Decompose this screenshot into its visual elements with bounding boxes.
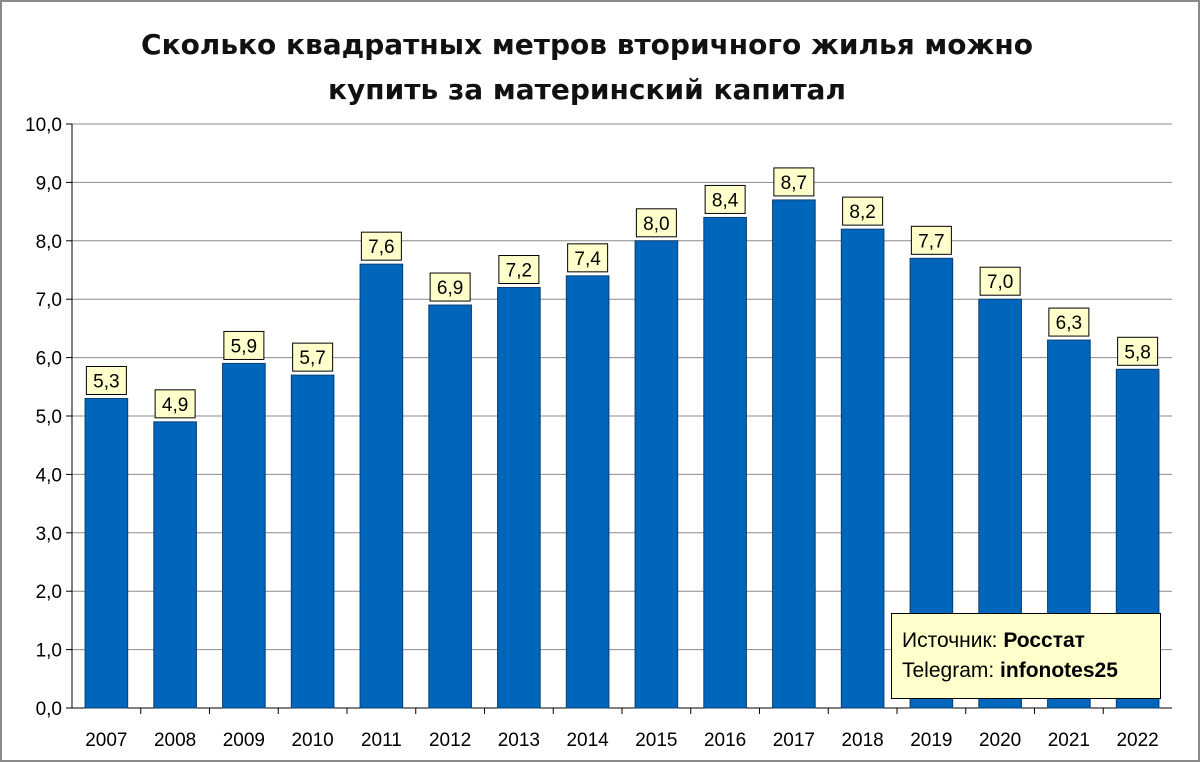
bar [565,275,610,709]
x-tick-label: 2018 [841,730,883,751]
chart-title-line-2: купить за материнский капитал [328,73,846,106]
axes: 0,0 1,0 2,0 3,0 4,0 5,0 6,0 7,0 8,0 9,0 10,0 2007 20… [25,115,1172,751]
x-tick-label: 2009 [223,730,265,751]
data-label: 7,0 [987,272,1013,293]
x-tick-label: 2016 [704,730,746,751]
data-label-box [429,272,471,302]
bar [222,362,266,709]
y-tick-label: 7,0 [36,290,62,311]
data-label: 7,7 [918,231,944,252]
x-tick-label: 2007 [85,730,127,751]
bar [290,374,335,709]
data-label-box [1117,336,1159,366]
x-tick-label: 2020 [979,730,1021,751]
y-tick-label: 9,0 [36,173,62,194]
y-tick-label: 4,0 [36,465,62,486]
data-label-box [223,330,265,360]
bar [772,199,816,709]
data-label-box [498,255,540,285]
bars [84,199,1160,709]
data-label: 4,9 [162,395,188,416]
data-label-box [842,196,884,226]
y-tick-label: 10,0 [25,115,62,136]
data-label: 8,7 [781,173,807,194]
data-label-box [567,243,609,273]
data-label: 5,3 [93,371,119,392]
data-label: 7,4 [574,249,601,270]
data-label-box [910,225,952,255]
data-label: 5,8 [1124,342,1150,363]
telegram-label: Telegram: [902,659,1001,682]
data-label: 8,4 [712,190,739,211]
data-label: 6,9 [437,278,463,299]
data-label: 8,2 [849,202,875,223]
y-tick-label: 6,0 [36,349,62,370]
data-label: 8,0 [643,214,669,235]
data-label-box [154,389,196,419]
y-tick-label: 5,0 [36,407,62,428]
data-label-box [773,167,815,197]
x-tick-label: 2019 [910,730,952,751]
data-label: 7,2 [506,261,532,282]
data-label-box [635,208,677,238]
bar [634,240,679,709]
data-label-box [979,266,1021,296]
x-tick-label: 2012 [429,730,471,751]
data-label-box [704,184,746,214]
y-tick-label: 3,0 [36,524,62,545]
x-tick-label: 2011 [361,730,402,751]
y-tick-label: 1,0 [36,641,62,662]
data-label: 5,7 [299,348,325,369]
source-label: Источник: [902,629,1004,652]
x-tick-label: 2013 [498,730,540,751]
bar [428,304,472,709]
bar [497,287,541,709]
chart-title-line-1: Сколько квадратных метров вторичного жил… [141,28,1033,61]
y-tick-label: 2,0 [36,582,62,603]
x-tick-label: 2022 [1116,730,1158,751]
bar [84,397,129,709]
data-label-box [292,342,334,372]
x-tick-label: 2017 [773,730,815,751]
data-label-box [360,231,402,261]
x-tick-label: 2014 [566,730,609,751]
x-tick-label: 2008 [154,730,196,751]
source-box: Источник: Росстат Telegram: infonotes25 [891,613,1161,699]
bar [840,228,885,709]
y-tick-label: 0,0 [36,699,62,720]
data-labels: 5,3 4,9 5,9 5,7 7,6 6,9 7,2 7,4 8,0 8,4 8,7 8,2 7,7 7… [85,167,1159,419]
source-value: Росстат [1003,629,1085,652]
x-tick-label: 2010 [291,730,333,751]
data-label-box [85,365,127,395]
bar [703,216,747,709]
bar [359,263,404,709]
x-tick-label: 2015 [635,730,677,751]
source-line: Источник: Росстат [902,626,1160,656]
data-label-box [1048,307,1090,337]
data-label: 7,6 [368,237,394,258]
bar [153,421,197,709]
x-tick-label: 2021 [1048,730,1090,751]
telegram-value: infonotes25 [1000,659,1118,682]
y-tick-label: 8,0 [36,232,62,253]
data-label: 5,9 [231,336,257,357]
data-label: 6,3 [1056,313,1082,334]
chart-title: Сколько квадратных метров вторичного жил… [2,22,1172,112]
telegram-line: Telegram: infonotes25 [902,656,1160,686]
